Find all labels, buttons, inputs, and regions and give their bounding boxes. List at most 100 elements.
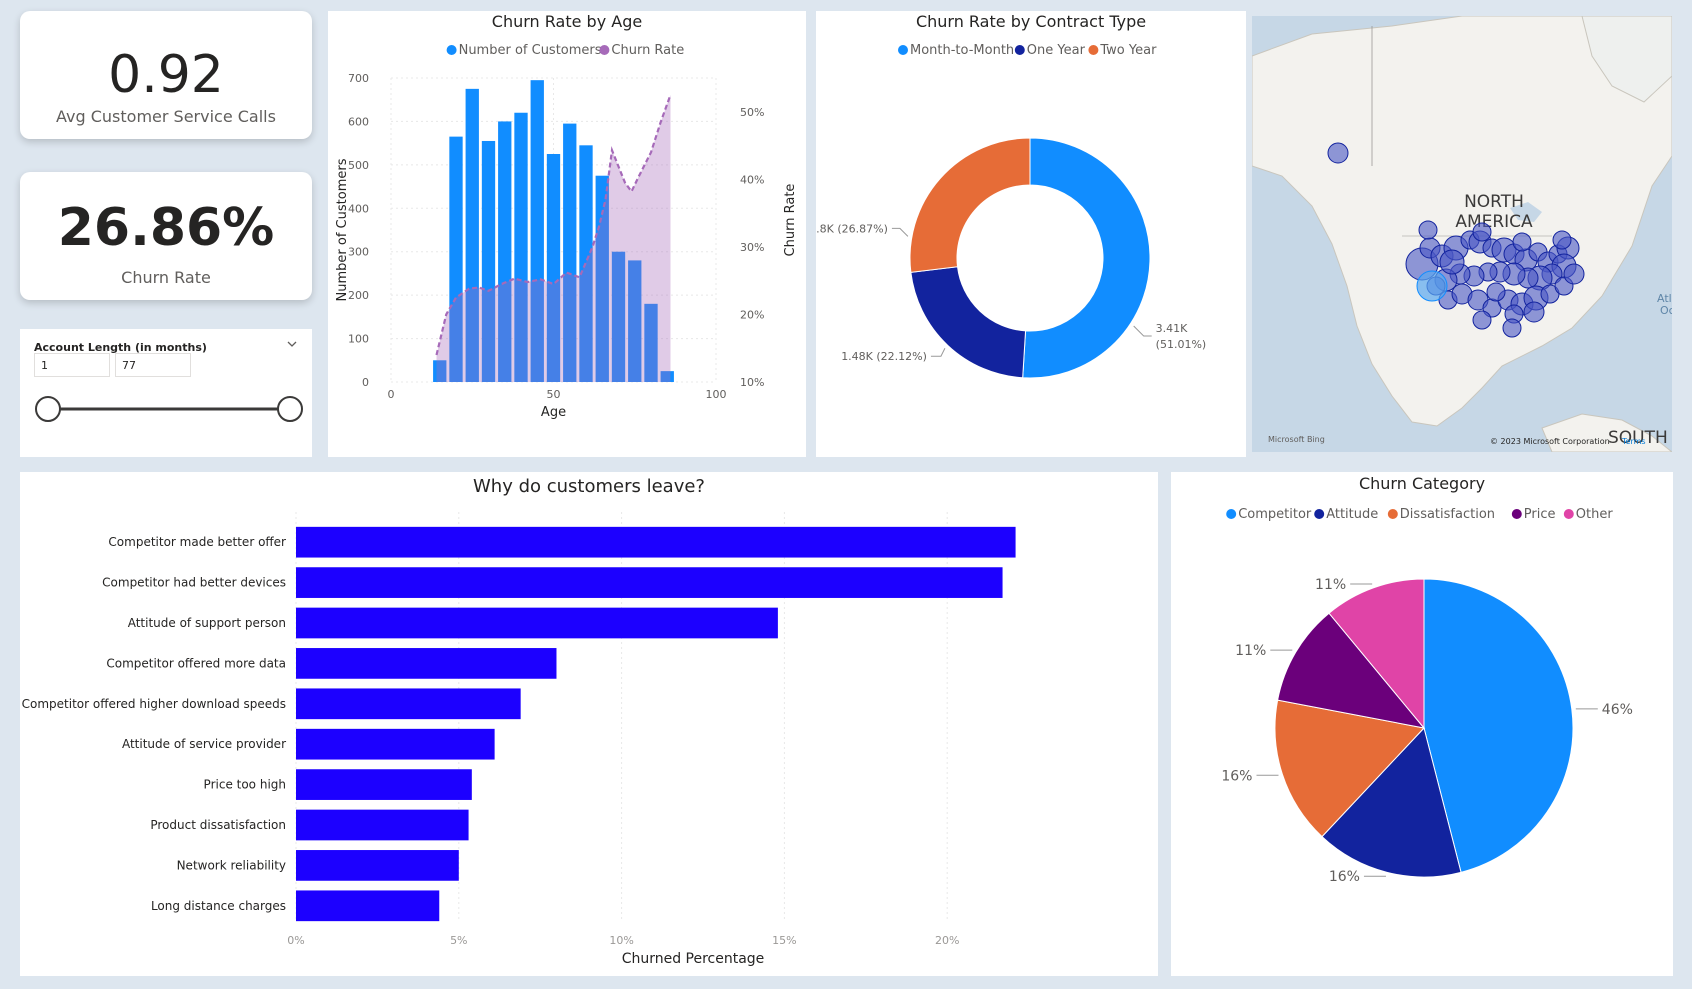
reason-bar[interactable] xyxy=(296,728,495,760)
x-axis-label: Age xyxy=(541,405,566,420)
bing-logo: Microsoft Bing xyxy=(1268,435,1325,444)
churn-rate-area xyxy=(436,94,671,382)
account-length-slicer[interactable]: Account Length (in months) 1 77 xyxy=(20,329,312,457)
pie-slice[interactable] xyxy=(1423,578,1574,873)
legend-marker xyxy=(1226,509,1237,519)
donut-slice[interactable] xyxy=(910,266,1027,379)
map-bubble[interactable] xyxy=(1472,310,1492,330)
legend-label: One Year xyxy=(1027,43,1086,58)
age-bar[interactable] xyxy=(433,360,447,382)
age-bar[interactable] xyxy=(530,80,544,383)
y-tick-label: 200 xyxy=(348,289,369,302)
category-label: Attitude of support person xyxy=(128,616,286,630)
map-region-label: AMERICA xyxy=(1455,212,1533,232)
kpi-card-service-calls: 0.92 Avg Customer Service Calls xyxy=(20,11,312,139)
x-tick-label: 5% xyxy=(450,934,467,947)
map-bubbles[interactable] xyxy=(1327,142,1585,338)
y2-tick-label: 50% xyxy=(740,106,764,119)
map-bubble[interactable] xyxy=(1439,249,1465,275)
map-bubble[interactable] xyxy=(1416,270,1448,302)
map-bubble[interactable] xyxy=(1523,301,1545,323)
chart-title: Churn Category xyxy=(1358,474,1486,493)
map-region-label: SOUTH xyxy=(1608,428,1668,448)
age-bar[interactable] xyxy=(449,136,463,382)
x-tick-label: 0% xyxy=(287,934,304,947)
reason-bar[interactable] xyxy=(296,648,557,679)
reason-bar[interactable] xyxy=(296,526,1016,558)
age-bar[interactable] xyxy=(481,140,496,382)
reason-bar[interactable] xyxy=(296,567,1003,598)
data-label: (51.01%) xyxy=(1156,338,1207,351)
map-bubble[interactable] xyxy=(1563,263,1585,285)
kpi-card-churn-rate: 26.86% Churn Rate xyxy=(20,172,312,300)
greenland-landmass xyxy=(1581,16,1672,103)
age-bar[interactable] xyxy=(628,260,642,382)
pie-slice[interactable] xyxy=(1277,612,1426,729)
map-bubble[interactable] xyxy=(1512,232,1532,252)
pie-slice[interactable] xyxy=(1274,699,1425,838)
slicer-min-input[interactable]: 1 xyxy=(34,353,110,377)
kpi-value: 26.86% xyxy=(57,198,275,258)
age-bar[interactable] xyxy=(644,303,658,382)
category-label: Network reliability xyxy=(177,858,286,872)
legend-label: Two Year xyxy=(1099,43,1157,58)
x-tick-label: 10% xyxy=(609,934,633,947)
customer-map[interactable]: NORTH AMERICA Atlan Oce SOUTH Microsoft … xyxy=(1252,16,1672,452)
map-canvas[interactable]: NORTH AMERICA Atlan Oce SOUTH Microsoft … xyxy=(1252,16,1672,452)
age-bar[interactable] xyxy=(514,112,528,382)
age-bar[interactable] xyxy=(660,371,674,382)
kpi-label: Churn Rate xyxy=(121,268,211,287)
legend-label: Competitor xyxy=(1238,507,1312,522)
data-label: 46% xyxy=(1602,702,1633,718)
age-bar[interactable] xyxy=(611,251,626,382)
reason-bar[interactable] xyxy=(296,607,778,639)
y-tick-label: 0 xyxy=(362,376,369,389)
y-axis-label: Number of Customers xyxy=(335,158,350,301)
age-bar[interactable] xyxy=(465,88,479,382)
reason-bar[interactable] xyxy=(296,688,521,720)
age-bar[interactable] xyxy=(546,154,561,382)
map-bubble[interactable] xyxy=(1418,220,1438,240)
y-tick-label: 100 xyxy=(348,333,369,346)
pie-slice[interactable] xyxy=(1321,726,1462,878)
legend-marker xyxy=(1511,509,1522,519)
map-bubble[interactable] xyxy=(1472,222,1492,242)
category-label: Competitor made better offer xyxy=(108,535,286,549)
map-ocean-label: Oce xyxy=(1660,304,1672,317)
donut-slice[interactable] xyxy=(909,137,1031,273)
reason-bar[interactable] xyxy=(296,769,472,800)
x-tick-label: 0 xyxy=(388,388,395,401)
map-bubble[interactable] xyxy=(1552,230,1572,250)
map-terms-link[interactable]: Terms xyxy=(1621,437,1646,446)
age-bar[interactable] xyxy=(563,123,577,382)
pie-slice[interactable] xyxy=(1328,578,1425,730)
donut-slice[interactable] xyxy=(1022,137,1151,379)
slicer-max-input[interactable]: 77 xyxy=(115,353,191,377)
slicer-range-track[interactable] xyxy=(20,389,312,429)
map-bubble[interactable] xyxy=(1486,282,1506,302)
y2-tick-label: 30% xyxy=(740,241,764,254)
map-bubble[interactable] xyxy=(1327,142,1349,164)
reason-bar[interactable] xyxy=(296,850,459,881)
chart-title: Why do customers leave? xyxy=(473,476,705,497)
category-label: Competitor offered higher download speed… xyxy=(22,697,286,711)
chart-title: Churn Rate by Age xyxy=(491,12,643,31)
map-region-label: NORTH xyxy=(1464,192,1524,212)
reason-bar[interactable] xyxy=(296,890,440,922)
map-bubble[interactable] xyxy=(1502,318,1522,338)
y2-tick-label: 40% xyxy=(740,173,764,186)
slicer-max-handle[interactable] xyxy=(277,396,303,422)
category-label: Price too high xyxy=(204,778,286,792)
chevron-down-icon[interactable] xyxy=(286,338,298,350)
legend-marker xyxy=(446,45,457,55)
age-bar[interactable] xyxy=(498,121,512,382)
reason-bar[interactable] xyxy=(296,809,469,841)
category-label: Long distance charges xyxy=(151,899,286,913)
churn-rate-line[interactable] xyxy=(435,94,672,356)
kpi-value: 0.92 xyxy=(108,45,224,105)
slicer-min-handle[interactable] xyxy=(35,396,61,422)
label-leader xyxy=(1133,325,1152,337)
category-chart-panel: Churn Category Competitor Attitude Dissati… xyxy=(1171,472,1673,976)
category-label: Competitor had better devices xyxy=(102,576,286,590)
legend-label: Number of Customers xyxy=(459,43,602,58)
